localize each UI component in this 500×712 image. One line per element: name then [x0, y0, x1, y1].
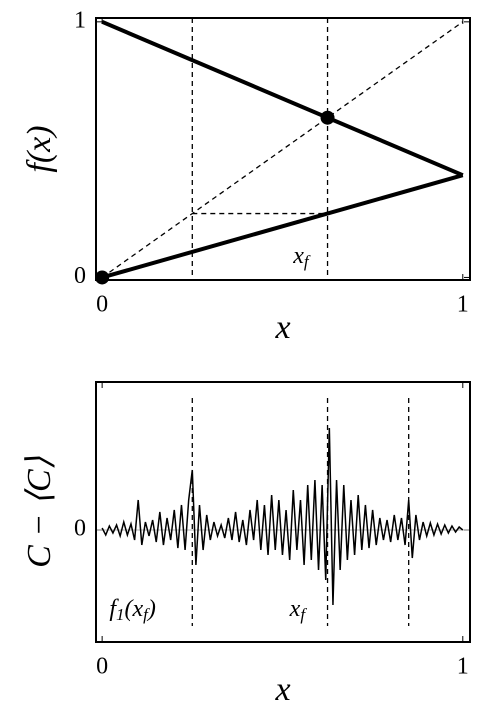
- subscript: f: [304, 252, 311, 271]
- signal-line: [101, 427, 464, 606]
- annotation: f1(xf): [109, 596, 156, 624]
- dashed-line: [101, 21, 464, 278]
- point: [95, 270, 110, 285]
- annotation-text: (x: [125, 596, 144, 622]
- x-axis-label: x: [274, 309, 290, 346]
- panel: 010 1xf(x)xf: [21, 7, 471, 346]
- subscript: f: [300, 605, 307, 624]
- annotation-text: ): [146, 596, 156, 622]
- x-tick-label: 0: [96, 292, 108, 318]
- map-line: [101, 173, 464, 280]
- annotation: xf: [292, 242, 311, 270]
- x-tick-label: 1: [457, 654, 469, 680]
- annotation-text: x: [289, 596, 301, 622]
- axes-frame: [95, 381, 471, 643]
- point: [320, 110, 335, 125]
- subscript: 1: [116, 605, 125, 624]
- y-axis-label: f(x): [21, 125, 58, 172]
- annotation-text: f: [109, 596, 119, 622]
- panel: 00 1xC − ⟨C⟩f1(xf) xf: [21, 381, 471, 708]
- x-tick-label: 0: [96, 654, 108, 680]
- annotation-text: x: [292, 242, 304, 268]
- y-tick-label: 0: [74, 516, 86, 542]
- y-tick-label: 0: [74, 263, 86, 289]
- subscript: f: [143, 605, 150, 624]
- x-tick-label: 1: [457, 292, 469, 318]
- map-line: [101, 19, 464, 178]
- axes-frame: [95, 17, 471, 281]
- y-axis-label: C − ⟨C⟩: [21, 456, 58, 568]
- annotation: xf: [289, 596, 308, 624]
- y-tick-label: 1: [74, 7, 86, 33]
- x-axis-label: x: [274, 671, 290, 708]
